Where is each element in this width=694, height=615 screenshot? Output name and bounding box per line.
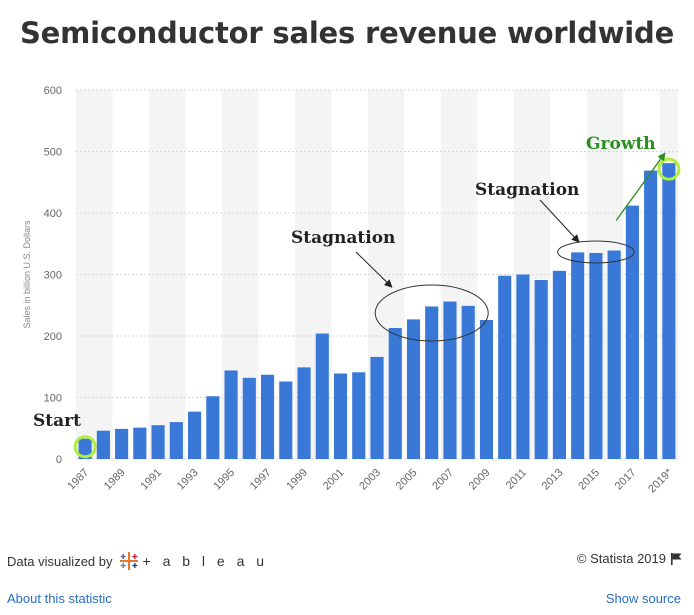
y-tick-label: 600 [44,85,62,97]
tableau-wordmark: + a b l e a u [142,553,269,569]
x-tick-label: 2017 [613,467,639,493]
chart-title: Semiconductor sales revenue worldwide [19,16,675,50]
x-tick-label: 1989 [102,467,128,493]
x-tick-label: 2019* [646,466,675,495]
bar-2010 [498,275,512,459]
flag-icon[interactable] [671,552,682,565]
about-this-statistic-link[interactable]: About this statistic [7,591,112,606]
copyright-text: © Statista 2019 [576,551,666,566]
background-band [76,90,113,459]
stagnation-annotation-2: Stagnation [475,180,579,200]
bar-1993 [188,411,202,459]
bar-2002 [352,372,366,459]
x-tick-label: 1991 [138,467,164,493]
bar-2003 [370,356,384,459]
bar-2017 [625,205,639,459]
x-tick-label: 2011 [504,467,529,492]
show-source-link[interactable]: Show source [605,591,681,606]
start-annotation: Start [33,411,81,431]
bar-2011 [516,274,530,459]
x-tick-label: 2015 [576,467,602,493]
x-tick-label: 2003 [357,467,383,493]
stagnation-annotation-1: Stagnation [291,228,395,248]
growth-highlight-circle [657,157,681,181]
bar-2006 [425,306,439,459]
annotations: Start Stagnation Stagnation Growth [33,134,681,459]
bar-1992 [169,422,183,459]
bar-chart: 0 100 200 300 400 500 600 1987 1989 1991 1993 1995… [22,85,681,495]
bar-1990 [133,427,147,459]
stagnation-ellipse-1 [374,284,489,342]
bar-2008 [461,305,475,459]
bar-2019* [662,163,676,459]
stagnation-arrow-2 [539,199,580,243]
bar-2005 [406,319,421,459]
bar-2000 [315,333,329,459]
bar-2015 [589,252,603,459]
statista-credit: © Statista 2019 [577,551,682,566]
x-tick-label: 1997 [248,467,274,493]
x-tick-label: 2013 [540,467,566,493]
stagnation-ellipse-2 [557,240,635,264]
bar-1997 [260,374,275,459]
y-tick-label: 300 [44,270,62,282]
bar-1995 [224,370,238,459]
bar-1991 [151,425,165,459]
start-highlight-circle [73,435,97,459]
x-tick-label: 1993 [175,467,201,493]
x-tick-label: 2007 [430,467,456,493]
bar-2018 [644,170,658,459]
x-axis-ticks: 1987 1989 1991 1993 1995 1997 1999 2001 2003 2005… [65,466,675,495]
x-tick-label: 1999 [284,467,310,493]
bar-2016 [607,250,621,459]
bar-1999 [297,367,311,459]
data-visualized-by: Data visualized by + a b l e a u [7,551,268,571]
x-tick-label: 2009 [467,467,493,493]
bar-1989 [115,428,129,459]
y-tick-label: 500 [44,147,62,159]
bar-2009 [479,320,494,459]
y-tick-label: 400 [44,208,62,220]
bars [78,163,676,459]
bar-2001 [333,373,348,459]
y-axis-ticks: 0 100 200 300 400 500 600 [44,85,62,466]
bar-2004 [388,328,402,459]
bar-2013 [552,270,566,459]
y-tick-label: 0 [56,454,62,466]
x-tick-label: 2005 [394,467,420,493]
x-tick-label: 2001 [321,467,347,493]
tableau-logo-icon [119,552,138,570]
growth-annotation: Growth [586,134,656,154]
bar-1994 [206,396,220,459]
y-tick-label: 100 [44,393,62,405]
bar-2012 [534,280,548,459]
x-tick-label: 1995 [211,467,237,493]
bar-2007 [443,301,457,459]
y-axis-label: Sales in billion U.S. Dollars [22,220,32,329]
bar-1987 [78,438,92,459]
visualized-by-text: Data visualized by [7,553,113,569]
background-band [148,90,186,459]
bar-1998 [279,381,293,459]
y-tick-label: 200 [44,331,62,343]
stagnation-arrow-1 [355,251,393,288]
growth-arrow [615,152,666,221]
bar-1988 [96,430,110,459]
bar-1996 [242,377,256,459]
x-tick-label: 1987 [65,467,91,493]
bar-2014 [571,252,585,459]
